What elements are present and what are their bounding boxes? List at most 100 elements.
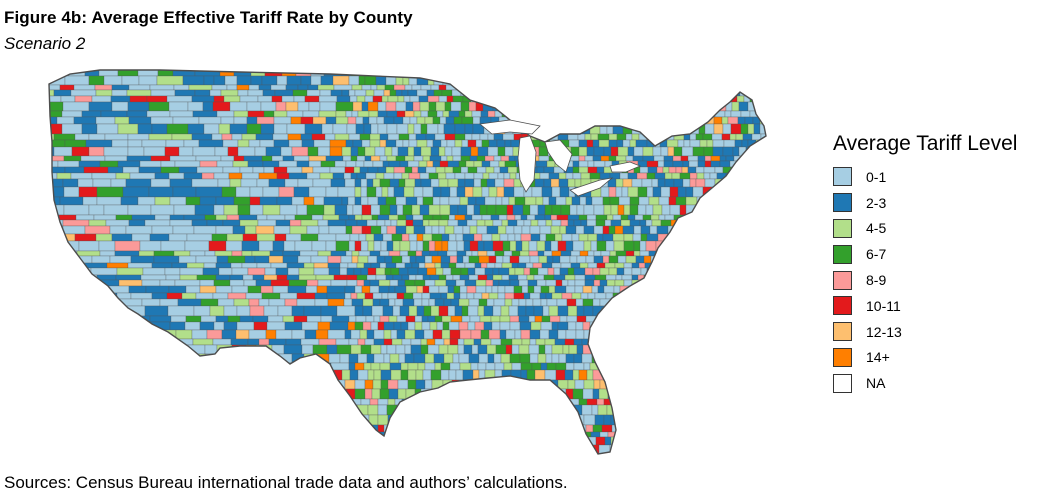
county-cell — [416, 89, 428, 97]
county-cell — [587, 292, 596, 300]
county-cell — [104, 155, 128, 162]
county-cell — [49, 292, 60, 300]
county-cell — [221, 424, 234, 433]
county-cell — [564, 369, 574, 381]
county-cell — [596, 262, 606, 269]
county-cell — [733, 62, 739, 69]
county-cell — [440, 214, 450, 221]
county-cell — [574, 101, 584, 112]
county-cell — [511, 70, 521, 77]
county-cell — [169, 196, 187, 206]
county-cell — [578, 233, 589, 242]
county-cell — [485, 285, 493, 294]
county-cell — [233, 155, 245, 162]
county-cell — [613, 285, 621, 294]
county-cell — [509, 388, 519, 400]
county-cell — [360, 178, 368, 188]
county-cell — [177, 388, 205, 400]
county-cell — [590, 431, 601, 438]
county-cell — [319, 101, 337, 112]
county-cell — [212, 101, 231, 112]
county-cell — [669, 186, 679, 198]
county-cell — [714, 250, 725, 257]
county-cell — [362, 116, 370, 125]
county-cell — [522, 204, 531, 216]
county-cell — [635, 89, 644, 97]
county-cell — [91, 285, 108, 294]
county-cell — [40, 62, 61, 69]
county-cell — [341, 89, 350, 97]
county-cell — [669, 70, 678, 77]
county-cell — [723, 139, 736, 148]
legend-item: NA — [833, 370, 1038, 396]
county-cell — [505, 329, 516, 340]
county-cell — [106, 414, 132, 426]
county-cell — [687, 166, 697, 174]
county-cell — [317, 146, 331, 157]
county-cell — [519, 353, 531, 364]
county-cell — [691, 95, 700, 103]
county-cell — [63, 379, 81, 390]
county-cell — [174, 89, 196, 97]
county-cell — [344, 379, 356, 390]
county-cell — [511, 250, 521, 257]
county-cell — [457, 178, 466, 188]
county-cell — [722, 146, 734, 157]
county-cell — [705, 75, 714, 86]
county-cell — [648, 196, 660, 206]
county-cell — [378, 279, 391, 287]
county-cell — [351, 250, 360, 257]
county-cell — [355, 455, 365, 462]
county-cell — [604, 338, 614, 346]
county-cell — [146, 110, 171, 118]
county-cell — [187, 123, 205, 135]
county-cell — [513, 225, 523, 235]
county-cell — [688, 84, 699, 91]
county-cell — [753, 267, 762, 276]
county-cell — [508, 196, 516, 206]
county-cell — [695, 101, 707, 112]
county-cell — [769, 405, 779, 415]
county-cell — [509, 353, 521, 364]
county-cell — [599, 431, 609, 438]
county-cell — [447, 70, 456, 77]
county-cell — [129, 388, 147, 400]
county-cell — [597, 84, 606, 91]
county-cell — [655, 250, 666, 257]
county-cell — [557, 329, 567, 340]
county-cell — [412, 214, 424, 221]
county-cell — [220, 89, 239, 97]
county-cell — [641, 70, 649, 77]
county-cell — [453, 225, 464, 235]
county-cell — [484, 398, 496, 406]
county-cell — [138, 369, 155, 381]
county-cell — [450, 267, 462, 276]
county-cell — [583, 379, 595, 390]
county-cell — [768, 415, 778, 425]
county-cell — [688, 160, 699, 168]
county-cell — [589, 101, 597, 112]
county-cell — [500, 155, 510, 162]
county-cell — [151, 225, 174, 235]
county-cell — [694, 455, 703, 462]
county-cell — [177, 298, 202, 307]
county-cell — [486, 274, 494, 281]
county-cell — [278, 353, 293, 364]
county-cell — [430, 388, 439, 400]
county-cell — [515, 110, 523, 118]
county-cell — [464, 110, 473, 118]
county-cell — [525, 262, 534, 269]
county-cell — [300, 233, 319, 242]
county-cell — [630, 305, 638, 317]
county-cell — [448, 196, 461, 206]
county-cell — [665, 305, 676, 317]
county-cell — [760, 424, 766, 433]
county-cell — [608, 133, 618, 141]
county-cell — [275, 362, 292, 371]
county-cell — [452, 274, 461, 281]
county-cell — [582, 285, 593, 294]
county-cell — [525, 298, 534, 307]
county-cell — [460, 267, 469, 276]
county-cell — [374, 146, 386, 157]
county-cell — [559, 95, 572, 103]
